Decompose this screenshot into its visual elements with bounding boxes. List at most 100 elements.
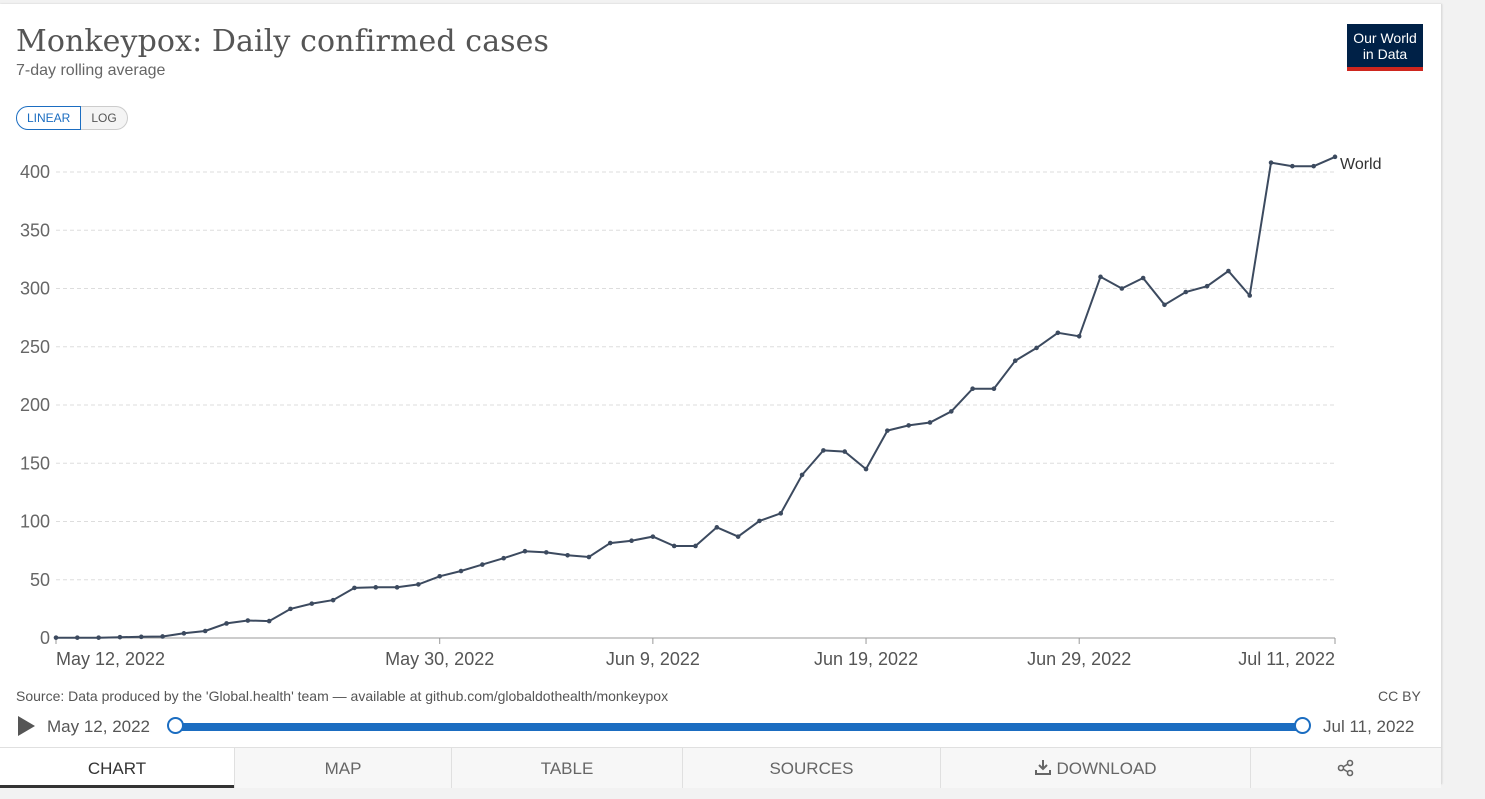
data-point (1076, 333, 1082, 339)
timeline-start-label: May 12, 2022 (47, 717, 151, 736)
data-point (522, 548, 528, 554)
data-point (885, 428, 890, 433)
data-point (1332, 154, 1338, 160)
line-chart: 0 50 100 150 200 250 300 350 400 May 12, 2022 May… (20, 154, 1382, 669)
data-point (757, 518, 762, 524)
data-point (181, 631, 187, 636)
data-point (1204, 283, 1210, 289)
tab-map[interactable]: MAP (234, 748, 451, 788)
timeline-end-label: Jul 11, 2022 (1323, 717, 1415, 736)
y-tick-label: 150 (20, 453, 50, 473)
data-point (1012, 358, 1018, 364)
data-point (927, 420, 933, 425)
logo-line-2: in Data (1362, 46, 1408, 62)
data-point (1162, 302, 1167, 308)
data-point (1311, 163, 1316, 169)
timeline-start-handle[interactable] (167, 717, 184, 734)
x-tick-label: May 30, 2022 (385, 649, 494, 669)
data-point (629, 538, 634, 544)
chart-subtitle: 7-day rolling average (16, 62, 166, 79)
data-point (394, 585, 400, 590)
data-point (949, 409, 954, 414)
data-point (693, 543, 698, 549)
data-point (266, 618, 272, 624)
data-point (501, 555, 506, 561)
data-point (245, 618, 251, 623)
y-tick-label: 350 (20, 220, 50, 240)
data-point (480, 562, 485, 567)
data-point (906, 423, 911, 428)
data-point (138, 634, 144, 640)
data-point (53, 635, 59, 640)
data-point (671, 543, 677, 549)
y-tick-label: 300 (20, 279, 50, 299)
source-note: Source: Data produced by the 'Global.hea… (16, 688, 669, 704)
log-scale-button[interactable]: LOG (81, 106, 128, 130)
data-point (821, 448, 826, 453)
y-tick-label: 0 (40, 628, 50, 648)
data-point (1183, 289, 1189, 295)
data-point (309, 601, 315, 606)
data-point (1247, 293, 1253, 298)
data-point (1268, 160, 1274, 165)
x-tick-label: Jun 29, 2022 (1027, 649, 1131, 669)
owid-logo[interactable]: Our World in Data (1347, 24, 1423, 71)
data-point (1098, 274, 1103, 280)
series-points-world (53, 154, 1338, 640)
data-point (799, 472, 805, 478)
timeline-end-handle[interactable] (1294, 717, 1311, 734)
data-point (330, 597, 336, 603)
data-point (607, 540, 613, 546)
play-icon[interactable] (18, 716, 35, 736)
download-icon (1035, 760, 1052, 775)
data-point (991, 386, 997, 391)
logo-line-1: Our World (1353, 30, 1417, 46)
data-point (565, 552, 570, 558)
data-point (117, 634, 123, 640)
y-tick-label: 50 (30, 570, 50, 590)
data-point (1034, 345, 1039, 351)
data-point (160, 634, 165, 639)
series-label-world: World (1340, 156, 1382, 173)
data-point (543, 550, 549, 555)
data-point (352, 585, 357, 591)
data-point (288, 606, 293, 612)
data-point (458, 568, 464, 574)
chart-title: Monkeypox: Daily confirmed cases (16, 24, 550, 59)
x-tick-label: Jun 19, 2022 (814, 649, 918, 669)
tab-table[interactable]: TABLE (451, 748, 682, 788)
data-point (75, 635, 80, 640)
data-point (96, 635, 101, 640)
data-point (863, 466, 869, 472)
data-point (1290, 163, 1295, 169)
data-point (1119, 286, 1125, 291)
x-axis: May 12, 2022 May 30, 2022 Jun 9, 2022 Jun 1… (55, 637, 1336, 669)
y-tick-label: 100 (20, 512, 50, 532)
tab-share[interactable] (1250, 748, 1441, 788)
x-tick-label: May 12, 2022 (56, 649, 165, 669)
data-point (1055, 330, 1061, 336)
tab-download-label: DOWNLOAD (1056, 759, 1157, 778)
y-axis: 0 50 100 150 200 250 300 350 400 (20, 162, 50, 648)
y-tick-label: 400 (20, 162, 50, 182)
data-point (735, 534, 741, 539)
tab-chart[interactable]: CHART (0, 748, 234, 788)
data-point (1140, 275, 1146, 281)
data-point (416, 582, 421, 587)
data-point (224, 621, 229, 626)
tab-sources[interactable]: SOURCES (682, 748, 940, 788)
linear-scale-button[interactable]: LINEAR (16, 106, 82, 130)
license-link[interactable]: CC BY (1378, 688, 1421, 704)
y-tick-label: 200 (20, 395, 50, 415)
data-point (970, 386, 975, 391)
data-point (650, 534, 656, 539)
tab-bar: CHART MAP TABLE SOURCES DOWNLOAD (0, 747, 1441, 788)
data-point (373, 585, 379, 590)
x-tick-label: Jul 11, 2022 (1238, 649, 1335, 669)
tab-download[interactable]: DOWNLOAD (940, 748, 1250, 788)
scale-toggle: LINEAR LOG (16, 106, 128, 130)
timeline-track[interactable] (176, 723, 1303, 731)
y-tick-label: 250 (20, 337, 50, 357)
data-point (1226, 268, 1231, 274)
chart-card: Monkeypox: Daily confirmed cases 7-day r… (0, 4, 1442, 788)
